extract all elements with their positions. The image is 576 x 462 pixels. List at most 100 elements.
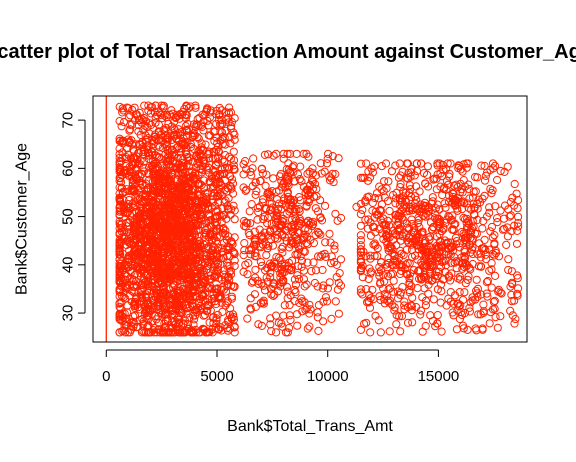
data-point <box>420 273 429 282</box>
data-point <box>225 103 234 112</box>
data-point <box>266 191 275 200</box>
data-point <box>197 139 206 148</box>
data-point <box>193 272 202 281</box>
data-point <box>380 290 389 299</box>
data-point <box>185 153 194 162</box>
data-point <box>448 308 457 317</box>
data-point <box>246 219 255 228</box>
data-point <box>213 206 222 215</box>
data-point <box>375 271 384 280</box>
data-point <box>194 240 203 249</box>
data-point <box>250 290 259 299</box>
data-point <box>263 188 272 197</box>
data-point <box>496 206 505 215</box>
data-point <box>460 308 470 318</box>
data-point <box>185 292 194 301</box>
data-point <box>218 204 227 213</box>
data-point <box>330 241 339 250</box>
data-point <box>394 214 403 223</box>
data-point <box>290 207 299 216</box>
data-point <box>165 192 174 201</box>
data-point <box>119 188 128 197</box>
data-point <box>414 213 423 222</box>
data-point <box>139 317 148 326</box>
data-point <box>462 159 471 168</box>
data-point <box>370 213 379 222</box>
data-point <box>115 250 124 259</box>
data-point <box>456 179 465 188</box>
data-point <box>407 215 416 224</box>
data-point <box>220 266 229 275</box>
data-point <box>213 212 222 221</box>
data-point <box>148 161 157 170</box>
data-point <box>370 251 379 261</box>
data-point <box>206 221 215 230</box>
data-point <box>313 282 322 291</box>
data-point <box>385 206 394 216</box>
data-point <box>422 252 431 261</box>
data-point <box>132 221 141 230</box>
data-point <box>167 122 176 131</box>
data-point <box>467 236 476 245</box>
data-point <box>478 224 487 233</box>
data-point <box>403 318 413 327</box>
data-point <box>206 251 215 260</box>
data-point <box>278 267 287 277</box>
data-point <box>321 293 330 302</box>
data-point <box>423 162 432 171</box>
data-point <box>259 298 268 307</box>
data-point <box>277 221 286 230</box>
data-point <box>421 301 430 310</box>
data-point <box>225 275 234 284</box>
data-point <box>455 272 464 281</box>
data-point <box>212 106 221 115</box>
data-point <box>227 294 236 303</box>
data-point <box>168 279 177 288</box>
data-point <box>209 272 218 281</box>
data-point <box>269 291 278 300</box>
data-point <box>486 227 495 236</box>
data-point <box>197 272 206 281</box>
data-point <box>283 149 292 158</box>
data-point <box>436 280 446 289</box>
data-point <box>189 184 198 193</box>
data-point <box>212 224 222 233</box>
data-point <box>298 307 307 316</box>
data-point <box>210 294 219 303</box>
data-point <box>168 217 177 227</box>
data-point <box>125 167 134 176</box>
data-point <box>513 291 522 300</box>
data-point <box>323 297 332 306</box>
data-point <box>266 284 276 293</box>
data-point <box>510 319 519 328</box>
data-point <box>125 275 134 284</box>
data-point <box>490 161 500 170</box>
data-point <box>488 305 498 314</box>
data-point <box>260 150 269 159</box>
data-point <box>184 240 193 249</box>
data-point <box>487 283 496 292</box>
data-point <box>241 186 250 195</box>
data-point <box>457 307 466 317</box>
data-point <box>115 230 124 239</box>
data-point <box>283 287 292 296</box>
data-point <box>290 231 299 240</box>
data-point <box>441 256 450 265</box>
data-point <box>487 259 496 268</box>
data-point <box>163 328 172 337</box>
data-point <box>451 233 460 242</box>
data-point <box>506 306 515 315</box>
data-point <box>155 153 164 162</box>
data-point <box>460 288 469 297</box>
x-tick-label: 5000 <box>200 368 233 385</box>
data-point <box>293 236 302 245</box>
data-point <box>286 149 295 158</box>
data-point <box>168 256 177 265</box>
data-point <box>438 191 447 200</box>
data-point <box>368 206 377 215</box>
data-point <box>429 295 438 304</box>
data-point <box>356 236 365 245</box>
data-point <box>268 203 277 212</box>
data-point <box>223 258 232 267</box>
data-point <box>214 197 223 207</box>
